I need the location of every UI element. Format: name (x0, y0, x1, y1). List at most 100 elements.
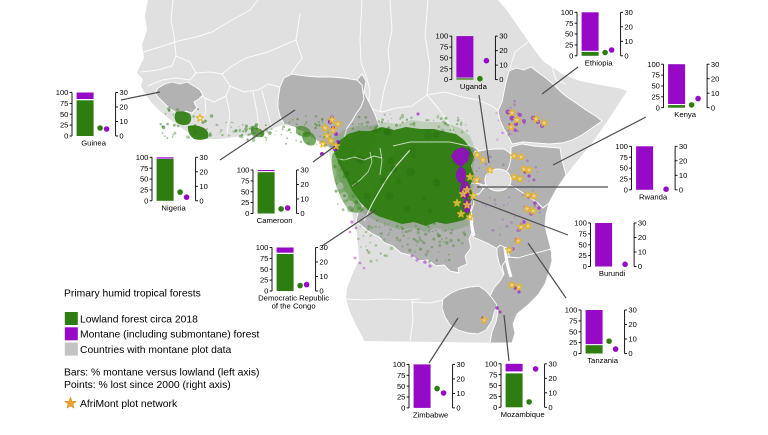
svg-text:10: 10 (499, 61, 507, 70)
svg-text:20: 20 (499, 46, 507, 55)
svg-text:100: 100 (485, 359, 498, 368)
svg-text:Bars: % montane versus lowland: Bars: % montane versus lowland (left axi… (64, 368, 259, 379)
svg-text:Lowland forest circa 2018: Lowland forest circa 2018 (80, 314, 198, 325)
svg-text:25: 25 (569, 338, 577, 347)
svg-text:Cameroon: Cameroon (257, 216, 293, 225)
svg-text:100: 100 (565, 306, 578, 315)
svg-text:25: 25 (565, 41, 573, 50)
svg-text:0: 0 (119, 132, 123, 141)
svg-text:75: 75 (569, 317, 577, 326)
svg-text:0: 0 (144, 196, 148, 205)
svg-text:25: 25 (397, 393, 405, 402)
svg-text:10: 10 (711, 89, 719, 98)
svg-text:25: 25 (140, 186, 148, 195)
svg-text:30: 30 (199, 153, 207, 162)
svg-text:20: 20 (319, 258, 327, 267)
svg-text:0: 0 (401, 404, 405, 413)
svg-text:0: 0 (64, 132, 68, 141)
svg-text:0: 0 (493, 403, 497, 412)
svg-text:0: 0 (199, 196, 203, 205)
svg-text:20: 20 (199, 167, 207, 176)
svg-text:10: 10 (624, 37, 632, 46)
svg-text:75: 75 (140, 164, 148, 173)
svg-text:25: 25 (651, 92, 659, 101)
svg-text:0: 0 (548, 403, 552, 412)
svg-text:10: 10 (628, 335, 636, 344)
svg-text:10: 10 (638, 248, 646, 257)
svg-text:50: 50 (60, 110, 68, 119)
svg-text:100: 100 (237, 166, 250, 175)
svg-text:20: 20 (711, 74, 719, 83)
svg-text:20: 20 (679, 156, 687, 165)
svg-text:100: 100 (574, 219, 587, 228)
svg-text:50: 50 (578, 240, 586, 249)
svg-text:75: 75 (440, 43, 448, 52)
svg-text:75: 75 (397, 371, 405, 380)
svg-text:0: 0 (624, 185, 628, 194)
svg-text:50: 50 (140, 175, 148, 184)
svg-text:0: 0 (569, 51, 573, 60)
svg-text:Countries with montane plot da: Countries with montane plot data (80, 345, 231, 356)
svg-text:Mozambique: Mozambique (501, 410, 545, 419)
svg-text:20: 20 (624, 22, 632, 31)
svg-text:30: 30 (711, 60, 719, 69)
svg-text:100: 100 (56, 88, 69, 97)
svg-text:100: 100 (561, 8, 574, 17)
svg-text:10: 10 (199, 182, 207, 191)
svg-text:20: 20 (300, 180, 308, 189)
svg-text:100: 100 (615, 142, 628, 151)
svg-text:0: 0 (656, 103, 660, 112)
svg-text:30: 30 (679, 142, 687, 151)
svg-text:Ethiopia: Ethiopia (585, 58, 614, 67)
svg-text:0: 0 (638, 262, 642, 271)
svg-text:25: 25 (440, 64, 448, 73)
svg-text:20: 20 (119, 103, 127, 112)
svg-text:30: 30 (624, 8, 632, 17)
svg-text:50: 50 (569, 327, 577, 336)
svg-text:30: 30 (628, 306, 636, 315)
svg-text:75: 75 (565, 19, 573, 28)
svg-text:10: 10 (319, 272, 327, 281)
svg-text:0: 0 (300, 209, 304, 218)
svg-text:50: 50 (440, 53, 448, 62)
svg-text:75: 75 (60, 99, 68, 108)
svg-text:0: 0 (624, 51, 628, 60)
svg-text:20: 20 (548, 374, 556, 383)
svg-text:Primary humid tropical forests: Primary humid tropical forests (64, 289, 201, 300)
svg-text:75: 75 (651, 71, 659, 80)
svg-text:30: 30 (638, 219, 646, 228)
svg-text:10: 10 (456, 389, 464, 398)
svg-text:Democratic Republic: Democratic Republic (258, 294, 329, 303)
svg-text:of the Congo: of the Congo (272, 302, 316, 311)
svg-text:10: 10 (548, 388, 556, 397)
svg-text:100: 100 (647, 60, 660, 69)
svg-text:30: 30 (319, 243, 327, 252)
svg-text:30: 30 (456, 360, 464, 369)
svg-text:0: 0 (319, 287, 323, 296)
svg-text:Burundi: Burundi (599, 269, 626, 278)
svg-text:0: 0 (245, 209, 249, 218)
svg-text:Tanzania: Tanzania (587, 356, 618, 365)
svg-text:20: 20 (456, 375, 464, 384)
svg-text:75: 75 (241, 177, 249, 186)
svg-text:25: 25 (241, 198, 249, 207)
svg-text:50: 50 (651, 82, 659, 91)
svg-text:0: 0 (444, 75, 448, 84)
svg-text:100: 100 (436, 32, 449, 41)
svg-text:50: 50 (489, 381, 497, 390)
svg-text:100: 100 (393, 360, 406, 369)
svg-text:0: 0 (499, 75, 503, 84)
svg-text:30: 30 (548, 359, 556, 368)
svg-text:Rwanda: Rwanda (639, 192, 668, 201)
svg-text:50: 50 (565, 30, 573, 39)
svg-text:25: 25 (489, 392, 497, 401)
svg-text:Points: % lost since 2000 (rig: Points: % lost since 2000 (right axis) (64, 380, 231, 391)
svg-text:50: 50 (619, 164, 627, 173)
svg-text:Zimbabwe: Zimbabwe (413, 410, 448, 419)
svg-text:AfriMont plot network: AfriMont plot network (80, 399, 178, 410)
svg-text:30: 30 (300, 166, 308, 175)
svg-text:50: 50 (260, 265, 268, 274)
svg-text:75: 75 (260, 254, 268, 263)
svg-text:25: 25 (60, 121, 68, 130)
svg-text:100: 100 (136, 153, 149, 162)
